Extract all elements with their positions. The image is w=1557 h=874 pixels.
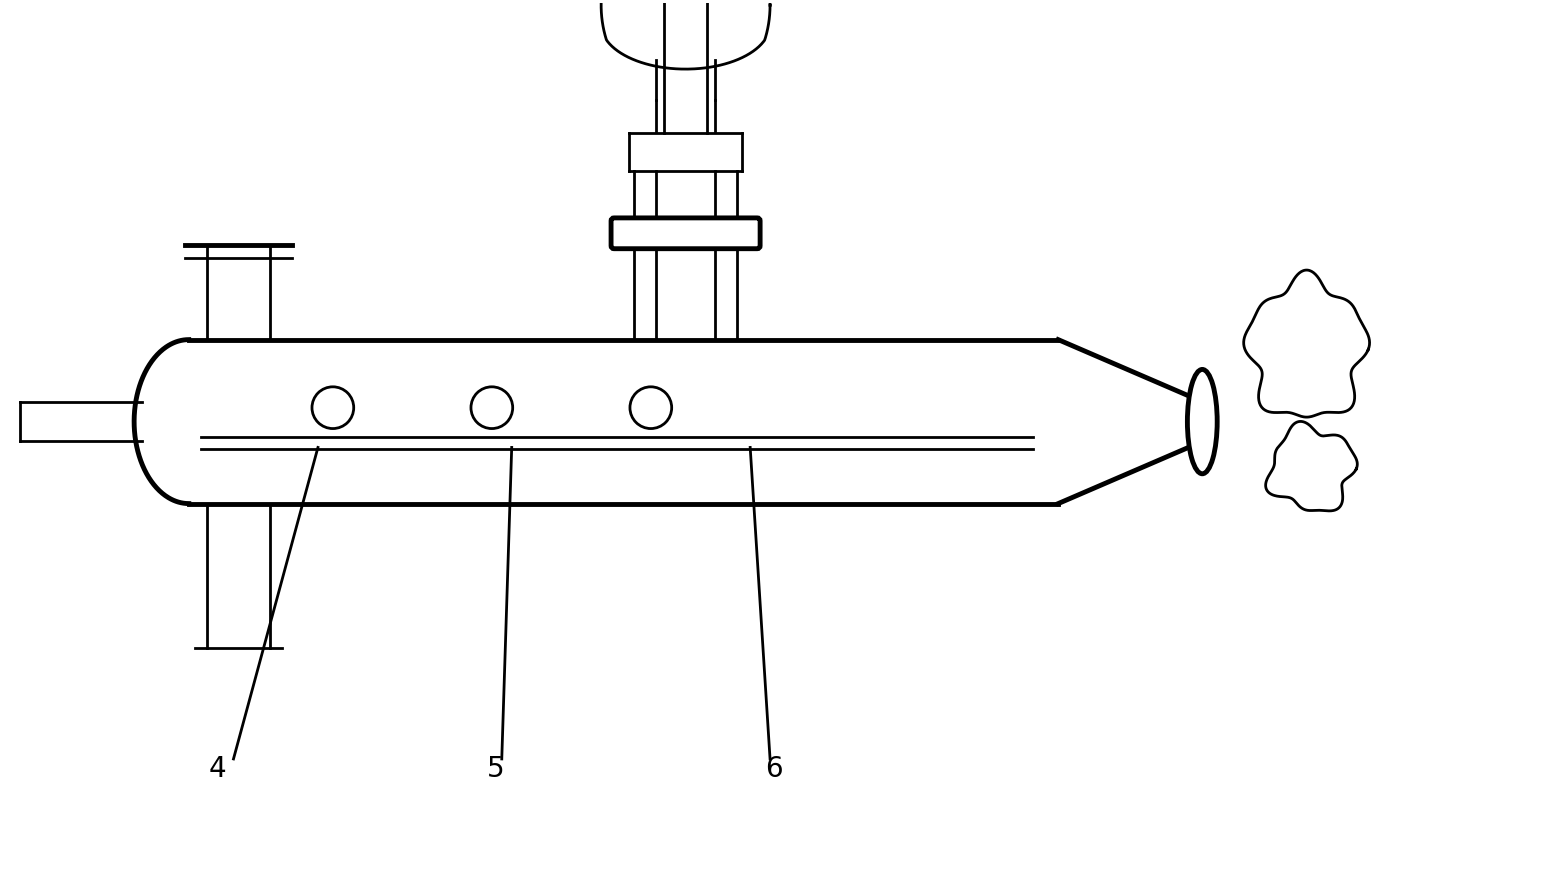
Ellipse shape [1188, 370, 1218, 474]
Circle shape [470, 387, 512, 428]
FancyBboxPatch shape [610, 218, 760, 249]
Text: 5: 5 [487, 755, 504, 783]
Text: 4: 4 [209, 755, 226, 783]
Text: 6: 6 [764, 755, 783, 783]
Circle shape [311, 387, 353, 428]
Circle shape [631, 387, 671, 428]
